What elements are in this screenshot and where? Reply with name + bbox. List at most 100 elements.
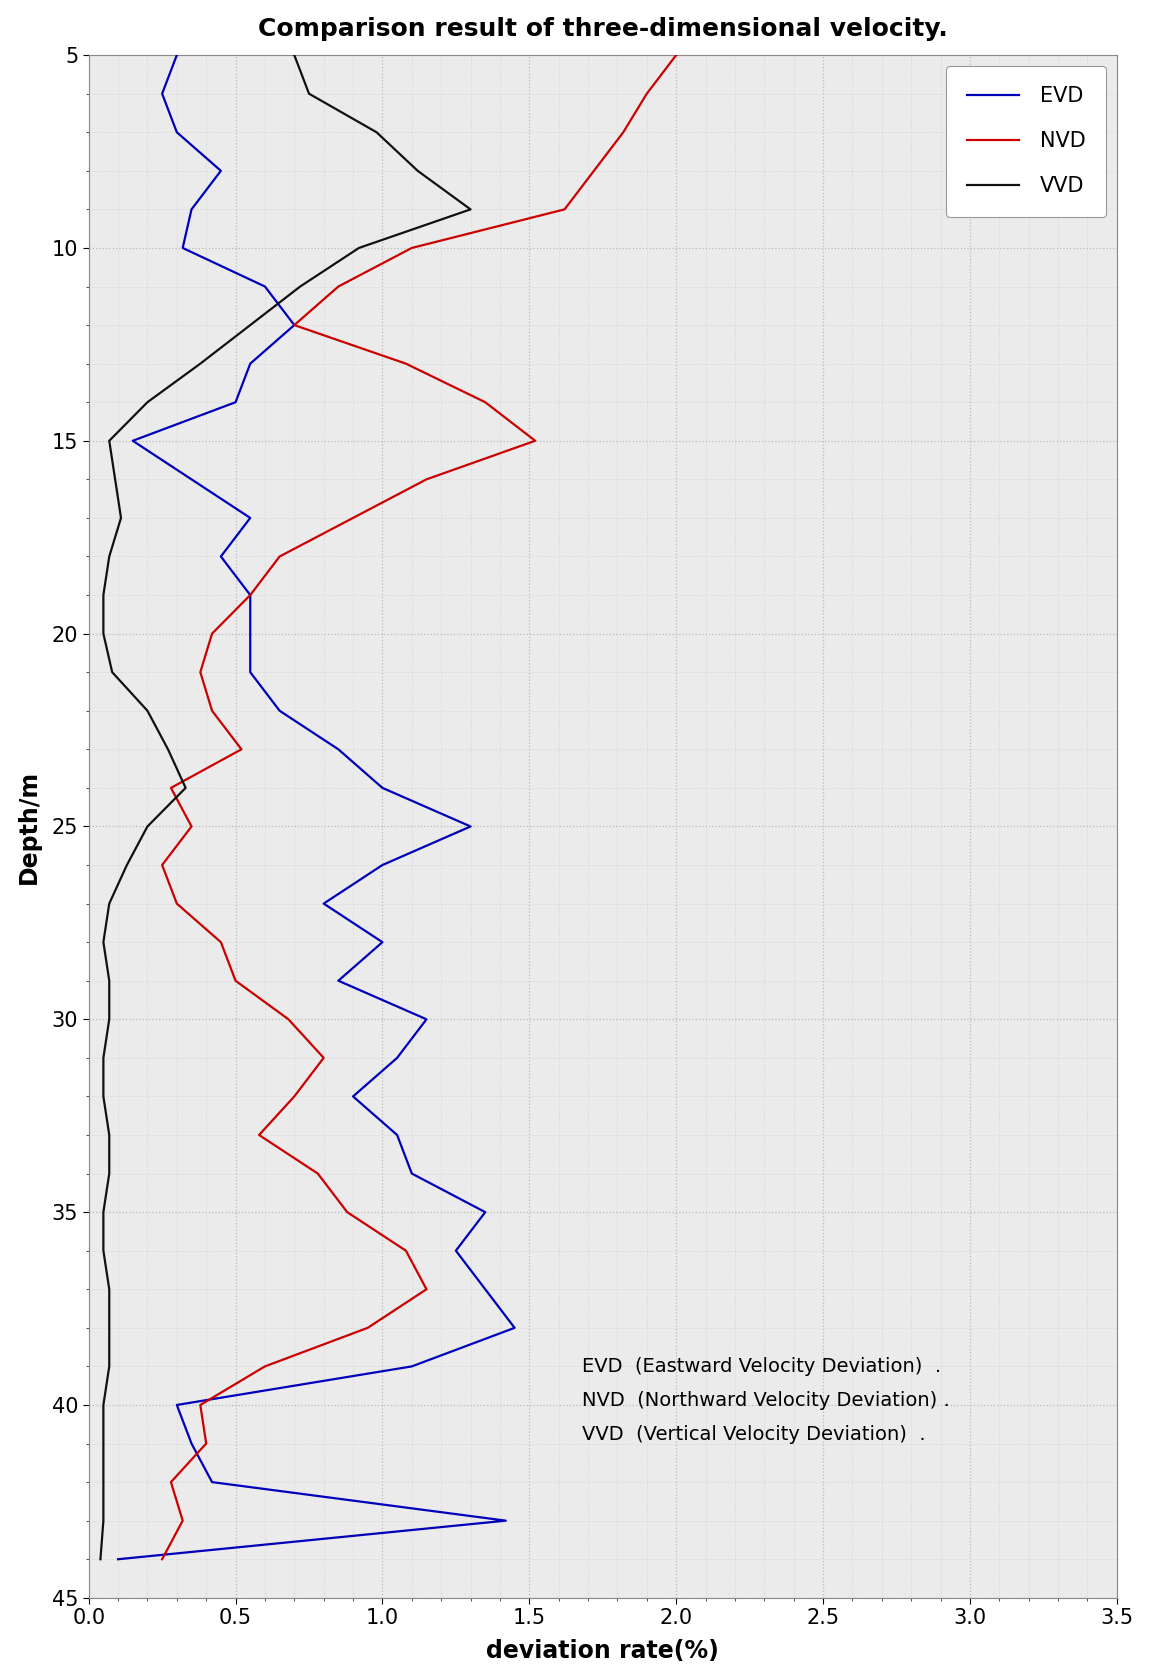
- NVD: [616, 123, 630, 143]
- VVD: [463, 200, 477, 220]
- EVD: [112, 1549, 125, 1569]
- VVD: [108, 469, 122, 489]
- NVD: [244, 585, 258, 605]
- EVD: [205, 1472, 218, 1492]
- NVD: [193, 1394, 207, 1415]
- EVD: [376, 932, 390, 953]
- EVD: [331, 971, 345, 991]
- EVD: [244, 585, 258, 605]
- VVD: [178, 778, 192, 798]
- EVD: [170, 1394, 184, 1415]
- Line: EVD: EVD: [118, 55, 514, 1559]
- EVD: [170, 123, 184, 143]
- VVD: [97, 1240, 110, 1260]
- NVD: [340, 1203, 354, 1223]
- NVD: [316, 1048, 330, 1068]
- NVD: [155, 855, 169, 875]
- NVD: [288, 1087, 301, 1107]
- EVD: [214, 546, 228, 566]
- NVD: [420, 469, 434, 489]
- Text: EVD  (Eastward Velocity Deviation)  .
NVD  (Northward Velocity Deviation) .
VVD : EVD (Eastward Velocity Deviation) . NVD …: [582, 1356, 950, 1443]
- EVD: [376, 855, 390, 875]
- VVD: [102, 1317, 116, 1337]
- VVD: [140, 701, 154, 721]
- VVD: [293, 277, 307, 297]
- NVD: [235, 739, 248, 759]
- NVD: [331, 277, 345, 297]
- VVD: [102, 430, 116, 450]
- NVD: [282, 1010, 296, 1030]
- EVD: [244, 353, 258, 373]
- EVD: [316, 894, 330, 914]
- EVD: [376, 778, 390, 798]
- EVD: [244, 662, 258, 682]
- NVD: [361, 1317, 375, 1337]
- NVD: [528, 430, 542, 450]
- NVD: [170, 894, 184, 914]
- VVD: [102, 1010, 116, 1030]
- VVD: [120, 855, 133, 875]
- NVD: [405, 239, 419, 259]
- NVD: [399, 353, 413, 373]
- VVD: [161, 739, 175, 759]
- VVD: [102, 971, 116, 991]
- EVD: [185, 1433, 199, 1453]
- VVD: [102, 1126, 116, 1146]
- NVD: [205, 623, 218, 643]
- EVD: [390, 1048, 404, 1068]
- Line: VVD: VVD: [100, 55, 470, 1559]
- NVD: [399, 1240, 413, 1260]
- NVD: [420, 1278, 434, 1299]
- VVD: [97, 1433, 110, 1453]
- NVD: [214, 932, 228, 953]
- VVD: [97, 1087, 110, 1107]
- NVD: [639, 84, 653, 104]
- NVD: [185, 816, 199, 837]
- EVD: [346, 1087, 360, 1107]
- NVD: [669, 45, 683, 66]
- VVD: [244, 316, 258, 336]
- VVD: [140, 816, 154, 837]
- VVD: [114, 507, 128, 528]
- VVD: [288, 45, 301, 66]
- EVD: [405, 1164, 419, 1184]
- NVD: [258, 1356, 271, 1376]
- EVD: [478, 1203, 492, 1223]
- NVD: [586, 161, 600, 181]
- EVD: [499, 1510, 513, 1530]
- NVD: [273, 546, 286, 566]
- EVD: [244, 623, 258, 643]
- NVD: [164, 1472, 178, 1492]
- VVD: [97, 1472, 110, 1492]
- VVD: [302, 84, 316, 104]
- VVD: [193, 353, 207, 373]
- NVD: [346, 507, 360, 528]
- VVD: [97, 1203, 110, 1223]
- VVD: [102, 546, 116, 566]
- EVD: [125, 430, 139, 450]
- Line: NVD: NVD: [162, 55, 676, 1559]
- NVD: [199, 1433, 213, 1453]
- VVD: [352, 239, 366, 259]
- NVD: [288, 316, 301, 336]
- EVD: [420, 1010, 434, 1030]
- VVD: [106, 662, 120, 682]
- EVD: [214, 161, 228, 181]
- EVD: [258, 277, 271, 297]
- NVD: [164, 778, 178, 798]
- NVD: [229, 971, 243, 991]
- EVD: [185, 469, 199, 489]
- X-axis label: deviation rate(%): deviation rate(%): [486, 1640, 719, 1663]
- NVD: [155, 1549, 169, 1569]
- VVD: [102, 1356, 116, 1376]
- EVD: [463, 816, 477, 837]
- Y-axis label: Depth/m: Depth/m: [16, 769, 40, 884]
- NVD: [252, 1126, 266, 1146]
- NVD: [205, 701, 218, 721]
- NVD: [176, 1510, 190, 1530]
- EVD: [507, 1317, 521, 1337]
- EVD: [273, 701, 286, 721]
- VVD: [97, 585, 110, 605]
- VVD: [369, 123, 383, 143]
- NVD: [478, 391, 492, 412]
